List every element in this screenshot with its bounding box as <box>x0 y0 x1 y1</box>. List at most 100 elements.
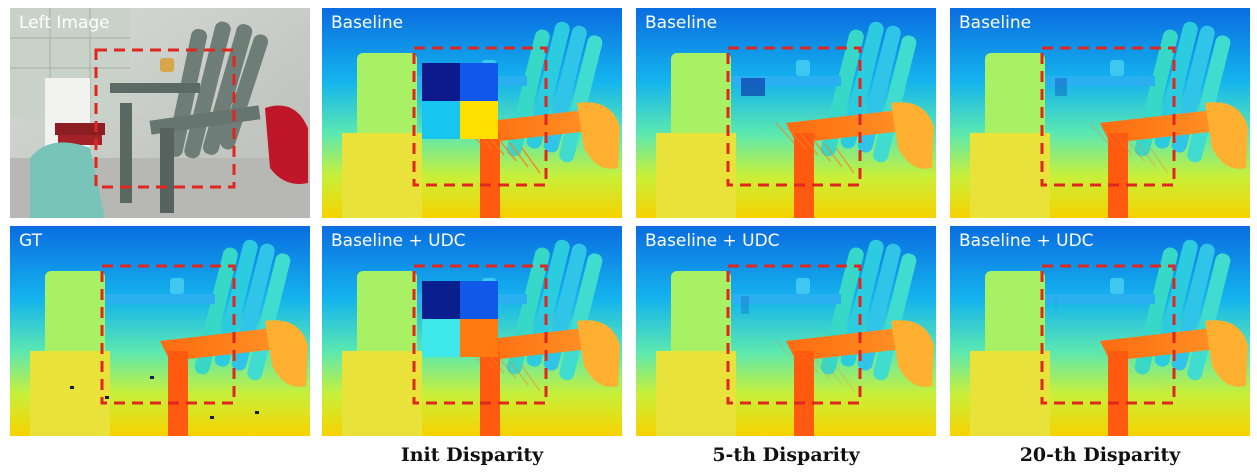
disparity-map <box>636 8 936 218</box>
highlight-box <box>412 46 548 187</box>
panel-label: Baseline <box>331 13 404 33</box>
artifact-streak <box>787 127 807 150</box>
artifact-streak <box>799 350 819 374</box>
panel-label: Baseline + UDC <box>645 231 780 251</box>
towel-shape <box>342 351 422 436</box>
artifact-streak <box>497 137 517 162</box>
artifact-streak <box>811 355 831 380</box>
cloth-shape <box>577 320 620 387</box>
panel-label: Baseline <box>959 13 1032 33</box>
invalid-pixel <box>255 411 259 414</box>
artifact-streak <box>835 365 855 392</box>
armrest-back <box>731 294 841 304</box>
artifact-streak <box>521 147 541 174</box>
artifact-streak <box>1113 132 1133 156</box>
towel-shape <box>656 351 736 436</box>
artifact-streak <box>1113 350 1133 374</box>
cloth-shape <box>891 102 934 169</box>
artifact-streak <box>1089 340 1109 362</box>
disparity-map <box>322 226 622 436</box>
patch-cell <box>460 101 498 139</box>
gt-panel: GT <box>10 226 310 436</box>
caption-init-disparity: Init Disparity <box>400 444 544 466</box>
invalid-pixel <box>105 396 109 399</box>
highlight-box <box>94 48 236 189</box>
highlight-box <box>726 46 862 187</box>
artifact-streak <box>1125 355 1145 380</box>
patch-cell <box>422 63 460 101</box>
armrest-back <box>1045 76 1155 86</box>
towel-shape <box>656 133 736 218</box>
highlight-box <box>100 264 236 405</box>
artifact-streak <box>811 137 831 162</box>
panel-label: Baseline <box>645 13 718 33</box>
mug-shape <box>170 278 184 294</box>
front-leg <box>168 351 188 436</box>
artifact-streak <box>1125 137 1145 162</box>
front-leg <box>480 351 500 436</box>
patch-cell <box>422 101 460 139</box>
disparity-map <box>10 226 310 436</box>
artifact-streak <box>509 360 529 386</box>
invalid-pixel <box>210 416 214 419</box>
highlight-box <box>1040 264 1176 405</box>
cabinet-shape <box>985 271 1045 371</box>
artifact-streak <box>835 147 855 174</box>
artifact-streak <box>509 142 529 168</box>
artifact-streak <box>497 355 517 380</box>
cabinet-shape <box>985 53 1045 153</box>
error-blob <box>741 296 749 314</box>
front-leg <box>794 351 814 436</box>
invalid-pixel <box>70 386 74 389</box>
mug-shape <box>796 278 810 294</box>
artifact-streak <box>521 365 541 392</box>
mug-shape <box>796 60 810 76</box>
front-leg <box>794 133 814 218</box>
mug-shape <box>1110 60 1124 76</box>
artifact-streak <box>775 122 795 144</box>
towel-shape <box>970 133 1050 218</box>
baseline-init-panel: Baseline <box>322 8 622 218</box>
caption-20th-disparity: 20-th Disparity <box>1019 444 1181 466</box>
artifact-streak <box>787 345 807 368</box>
towel-shape <box>970 351 1050 436</box>
highlight-box <box>1040 46 1176 187</box>
udc-init-panel: Baseline + UDC <box>322 226 622 436</box>
artifact-streak <box>1089 122 1109 144</box>
baseline-5th-panel: Baseline <box>636 8 936 218</box>
disparity-map <box>322 8 622 218</box>
mug-shape <box>1110 278 1124 294</box>
patch-cell <box>460 319 498 357</box>
cloth-shape <box>891 320 934 387</box>
udc-20th-panel: Baseline + UDC <box>950 226 1250 436</box>
invalid-pixel <box>150 376 154 379</box>
disparity-map <box>950 8 1250 218</box>
cloth-shape <box>1205 102 1248 169</box>
cabinet-shape <box>671 53 731 153</box>
highlight-box <box>412 264 548 405</box>
towel-shape <box>342 133 422 218</box>
disparity-map <box>950 226 1250 436</box>
cabinet-shape <box>45 271 105 371</box>
artifact-streak <box>1149 365 1169 392</box>
artifact-streak <box>1101 345 1121 368</box>
error-blob <box>1055 296 1057 314</box>
error-blob <box>1055 78 1067 96</box>
left-image-photo <box>10 8 310 218</box>
artifact-streak <box>1137 142 1157 168</box>
cabinet-shape <box>671 271 731 371</box>
cloth-shape <box>1205 320 1248 387</box>
disparity-map <box>636 226 936 436</box>
patch-cell <box>422 319 460 357</box>
panel-label: Baseline + UDC <box>959 231 1094 251</box>
armrest-back <box>105 294 215 304</box>
artifact-streak <box>1149 147 1169 174</box>
cabinet-shape <box>357 271 417 371</box>
artifact-streak <box>823 360 843 386</box>
baseline-20th-panel: Baseline <box>950 8 1250 218</box>
left-image-panel: Left Image <box>10 8 310 218</box>
towel-shape <box>30 351 110 436</box>
udc-5th-panel: Baseline + UDC <box>636 226 936 436</box>
armrest-back <box>731 76 841 86</box>
front-leg <box>1108 133 1128 218</box>
